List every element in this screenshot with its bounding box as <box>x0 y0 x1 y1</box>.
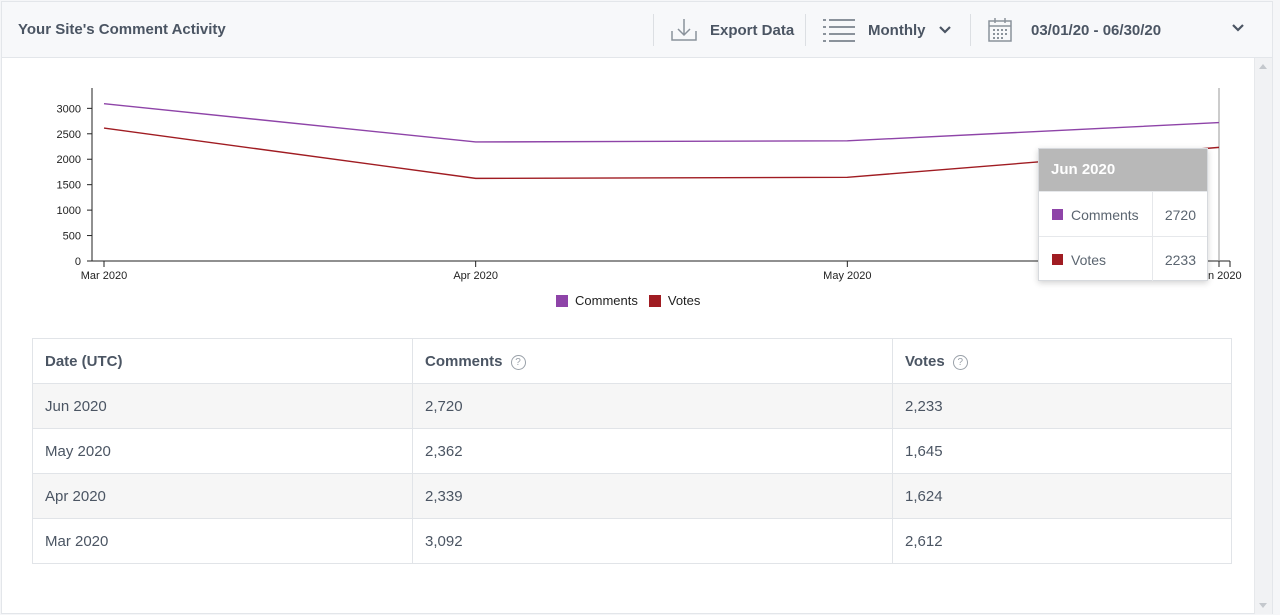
page-title: Your Site's Comment Activity <box>18 21 226 38</box>
tooltip-label: Votes <box>1071 252 1107 268</box>
header-divider <box>970 14 971 46</box>
help-icon[interactable]: ? <box>510 354 526 370</box>
panel-header: Your Site's Comment Activity Export Data <box>2 2 1272 58</box>
legend-label-votes: Votes <box>667 293 701 308</box>
header-divider <box>805 14 806 46</box>
export-data-button[interactable]: Export Data <box>670 2 794 58</box>
comments-cell: 2,339 <box>412 473 893 519</box>
scroll-down-icon[interactable] <box>1259 603 1267 608</box>
date-cell: Mar 2020 <box>32 518 413 564</box>
tooltip-swatch-votes <box>1052 254 1063 265</box>
x-tick-label: May 2020 <box>823 270 871 282</box>
y-tick-label: 3000 <box>57 103 81 115</box>
column-header-comments[interactable]: Comments? <box>412 338 893 384</box>
series-line-comments <box>103 102 1220 143</box>
comments-cell: 2,720 <box>412 383 893 429</box>
chevron-down-icon <box>938 25 952 35</box>
scroll-up-icon[interactable] <box>1259 64 1267 69</box>
column-header-date[interactable]: Date (UTC) <box>32 338 413 384</box>
table-row: May 2020 2,362 1,645 <box>32 428 1232 474</box>
date-cell: Jun 2020 <box>32 383 413 429</box>
date-cell: May 2020 <box>32 428 413 474</box>
table-row: Apr 2020 2,339 1,624 <box>32 473 1232 519</box>
tooltip-value: 2233 <box>1164 252 1196 268</box>
x-tick-label: Apr 2020 <box>453 270 498 282</box>
y-tick-label: 2000 <box>57 154 81 166</box>
help-icon[interactable]: ? <box>952 354 968 370</box>
x-tick-label: Mar 2020 <box>81 270 127 282</box>
list-icon <box>822 16 856 44</box>
series-line-votes <box>103 127 1220 180</box>
votes-cell: 1,645 <box>892 428 1232 474</box>
column-header-votes[interactable]: Votes? <box>892 338 1232 384</box>
table-row: Jun 2020 2,720 2,233 <box>32 383 1232 429</box>
chart-tooltip: Jun 2020 Comments 2720 Votes 2233 <box>1038 148 1208 281</box>
column-header-label: Comments <box>425 352 503 370</box>
legend-swatch-comments <box>556 294 568 307</box>
activity-table: Date (UTC) Comments? Votes? Jun 2020 2,7… <box>32 338 1232 564</box>
y-tick-label: 1500 <box>57 180 81 192</box>
chevron-down-icon <box>1231 23 1245 33</box>
period-select[interactable]: Monthly <box>822 2 952 58</box>
header-divider <box>653 14 654 46</box>
export-data-label: Export Data <box>710 21 795 39</box>
legend-swatch-votes <box>648 294 661 307</box>
tooltip-swatch-comments <box>1052 209 1063 220</box>
tooltip-title: Jun 2020 <box>1039 149 1207 191</box>
tooltip-row-votes: Votes 2233 <box>1039 236 1207 281</box>
table-header-row: Date (UTC) Comments? Votes? <box>32 338 1232 384</box>
calendar-icon <box>987 17 1013 43</box>
legend-item-comments[interactable]: Comments <box>556 293 638 308</box>
date-cell: Apr 2020 <box>32 473 413 519</box>
legend-item-votes[interactable]: Votes <box>648 293 701 308</box>
download-icon <box>670 16 698 44</box>
y-tick-label: 1000 <box>57 205 81 217</box>
legend-label-comments: Comments <box>575 293 638 308</box>
tooltip-divider <box>1152 237 1153 281</box>
votes-cell: 2,233 <box>892 383 1232 429</box>
tooltip-value: 2720 <box>1164 207 1196 223</box>
y-tick-label: 500 <box>63 231 81 243</box>
column-header-label: Date (UTC) <box>45 352 123 370</box>
y-tick-label: 2500 <box>57 129 81 141</box>
tooltip-divider <box>1152 192 1153 236</box>
tooltip-row-comments: Comments 2720 <box>1039 191 1207 236</box>
table-row: Mar 2020 3,092 2,612 <box>32 518 1232 564</box>
tooltip-label: Comments <box>1071 207 1139 223</box>
votes-cell: 2,612 <box>892 518 1232 564</box>
column-header-label: Votes <box>905 352 945 370</box>
y-tick-label: 0 <box>75 256 81 268</box>
votes-cell: 1,624 <box>892 473 1232 519</box>
period-label: Monthly <box>868 21 926 39</box>
vertical-scrollbar[interactable] <box>1254 58 1272 614</box>
activity-line-chart: 0 500 1000 1500 2000 2500 3000 Mar 2020 Apr 2020… <box>57 88 1242 282</box>
chart-legend: Comments Votes <box>556 293 711 308</box>
date-range-label: 03/01/20 - 06/30/20 <box>1031 21 1162 39</box>
date-range-picker[interactable]: 03/01/20 - 06/30/20 <box>987 2 1259 58</box>
comments-cell: 2,362 <box>412 428 893 474</box>
comments-cell: 3,092 <box>412 518 893 564</box>
